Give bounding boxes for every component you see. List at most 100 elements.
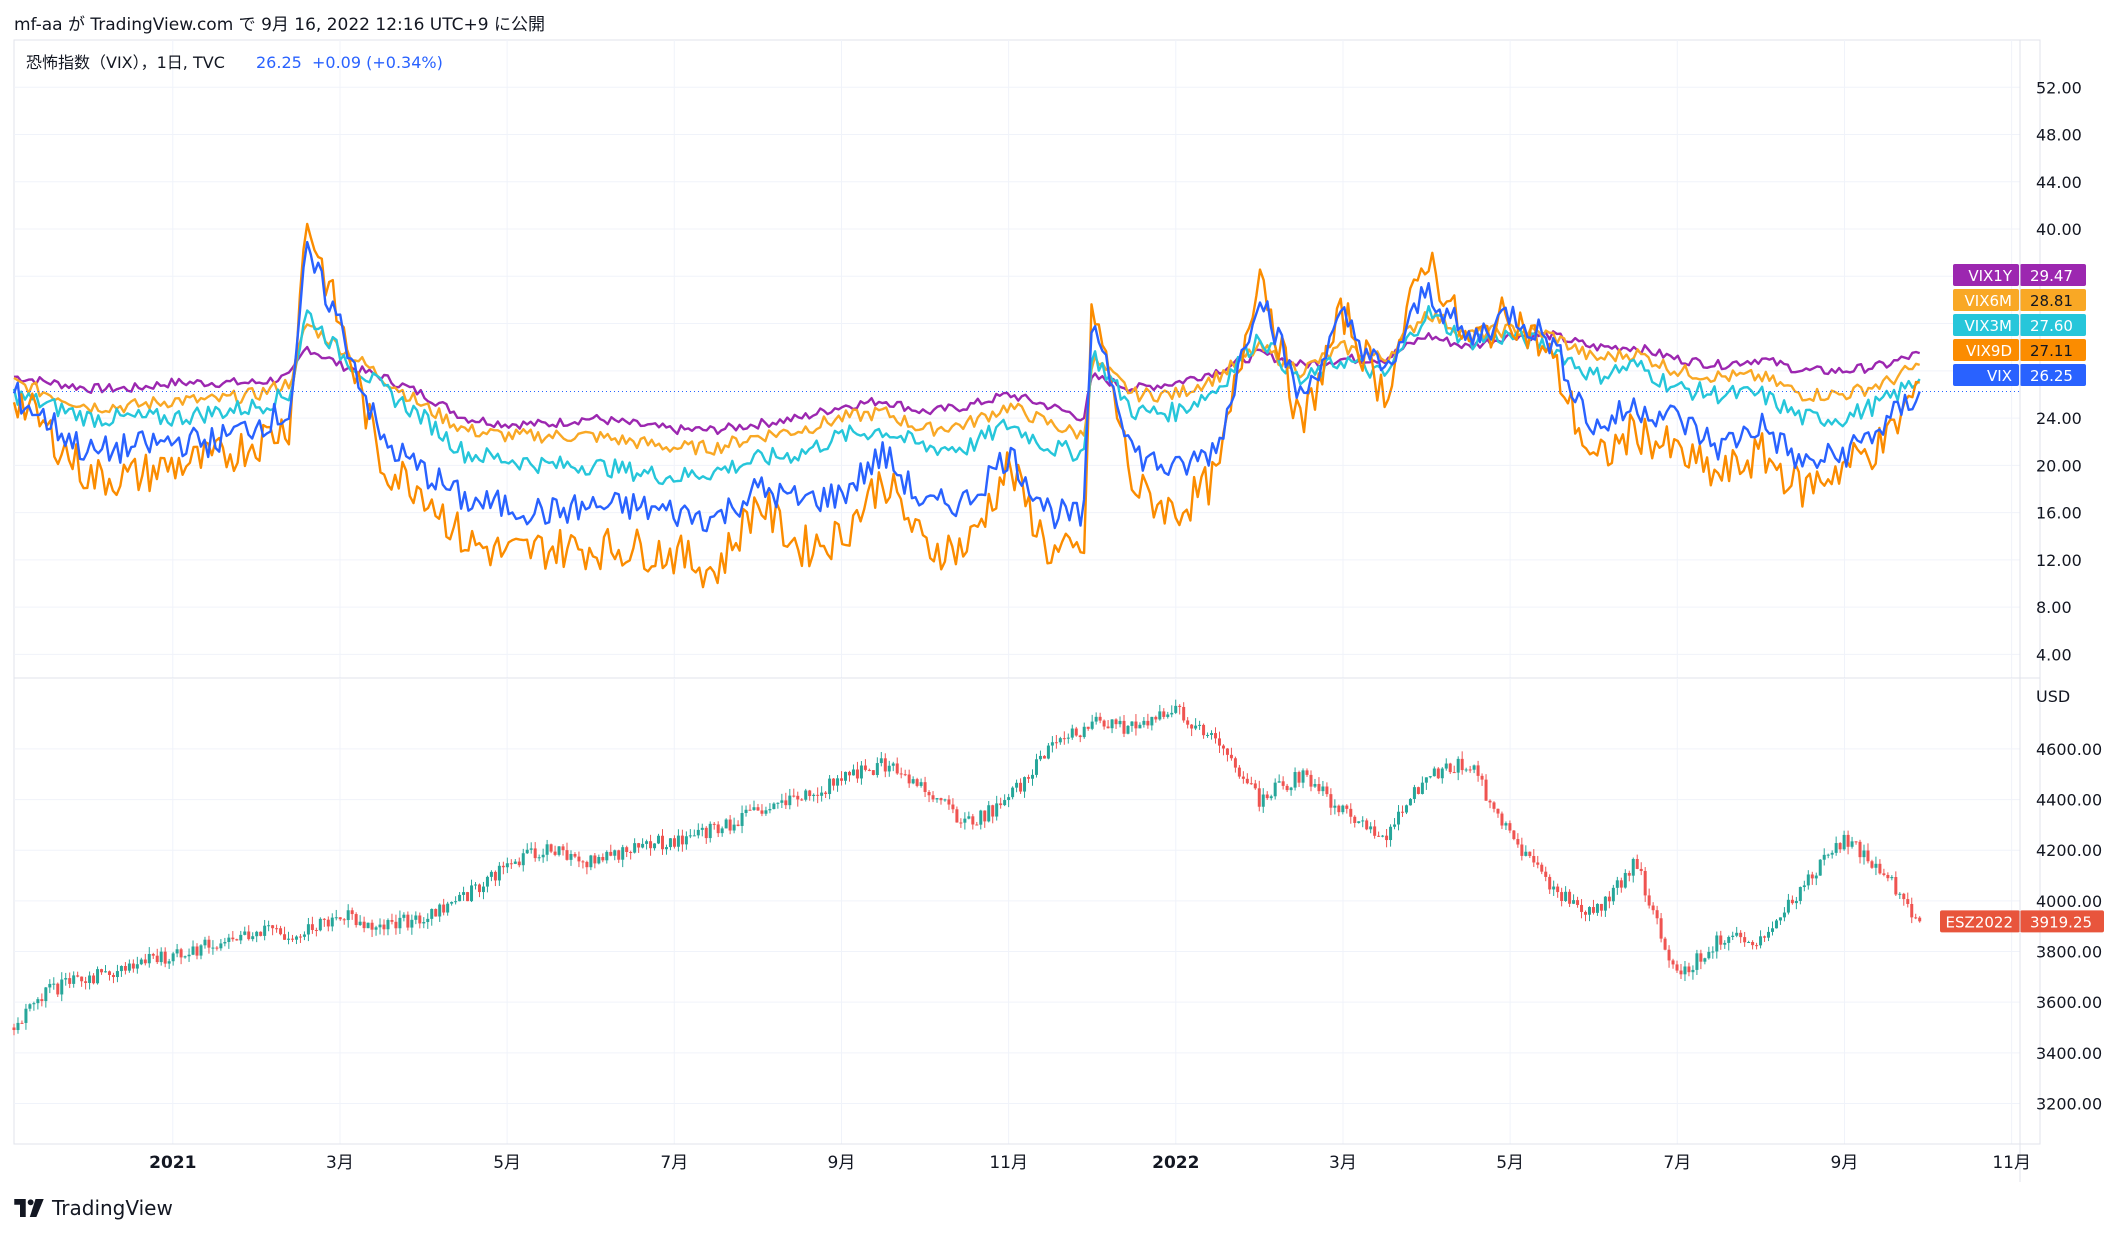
- candle-body: [672, 838, 676, 847]
- candle-body: [1786, 899, 1790, 913]
- candle-body: [1261, 794, 1265, 807]
- candle-body: [692, 835, 696, 837]
- candle-body: [223, 941, 227, 944]
- candle-body: [80, 976, 84, 982]
- candle-body: [1607, 896, 1611, 902]
- candle-body: [1011, 787, 1015, 798]
- candle-body: [1782, 912, 1786, 918]
- candle-body: [1480, 775, 1484, 780]
- candle-body: [497, 865, 501, 881]
- candle-body: [151, 953, 155, 956]
- candle-body: [466, 892, 470, 902]
- candle-body: [597, 856, 601, 864]
- candle-body: [231, 937, 235, 940]
- candle-body: [203, 939, 207, 946]
- candle-body: [1046, 745, 1050, 759]
- candle-body: [271, 925, 275, 929]
- candle-body: [64, 978, 68, 980]
- candle-body: [422, 922, 426, 924]
- candle-body: [1468, 769, 1472, 771]
- candle-body: [967, 816, 971, 819]
- candle-body: [545, 844, 549, 855]
- time-tick-label: 7月: [1663, 1153, 1691, 1173]
- candle-body: [131, 963, 135, 969]
- candle-body: [752, 807, 756, 810]
- candle-body: [358, 921, 362, 926]
- candle-body: [72, 975, 76, 984]
- candle-body: [119, 965, 123, 972]
- badge-value: 27.11: [2030, 342, 2073, 360]
- series-line-vix1y: [13, 330, 1921, 436]
- candle-body: [1245, 778, 1249, 784]
- candle-body: [1162, 711, 1166, 717]
- candle-body: [481, 886, 485, 893]
- candle-body: [1118, 720, 1122, 725]
- candle-body: [426, 918, 430, 923]
- es-tick-label: 3200.00: [2036, 1094, 2102, 1113]
- candle-body: [24, 1008, 28, 1023]
- time-axis: 2021 3月 5月 7月 9月 11月 2022 3月 5月 7月 9月 11月: [149, 1153, 2031, 1173]
- badge-value-bg: [2020, 264, 2086, 286]
- candle-body: [1854, 841, 1858, 843]
- candle-body: [346, 910, 350, 921]
- candle-body: [847, 771, 851, 776]
- es-tick-label: 4200.00: [2036, 841, 2102, 860]
- es-tick-label: 4600.00: [2036, 740, 2102, 759]
- candle-body: [1790, 899, 1794, 904]
- candle-body: [342, 919, 346, 921]
- candle-body: [1373, 826, 1377, 836]
- candle-body: [1731, 935, 1735, 937]
- candle-body: [207, 939, 211, 948]
- candle-body: [728, 819, 732, 831]
- candle-body: [1798, 887, 1802, 901]
- candle-body: [1735, 932, 1739, 936]
- candle-body: [127, 963, 131, 971]
- candle-body: [1305, 770, 1309, 775]
- candle-body: [772, 803, 776, 810]
- candle-body: [696, 829, 700, 836]
- candle-body: [796, 795, 800, 800]
- candle-body: [943, 799, 947, 801]
- candle-body: [167, 961, 171, 964]
- candle-body: [971, 816, 975, 825]
- candle-body: [999, 803, 1003, 806]
- time-tick-label: 7月: [660, 1153, 688, 1173]
- candle-body: [1094, 716, 1098, 722]
- candle-body: [1910, 903, 1914, 918]
- candle-body: [107, 971, 111, 975]
- candle-body: [1400, 811, 1404, 813]
- candle-body: [287, 938, 291, 940]
- candle-body: [294, 936, 298, 940]
- candle-body: [915, 779, 919, 786]
- candle-body: [1564, 891, 1568, 901]
- candle-body: [159, 951, 163, 963]
- candle-body: [1802, 885, 1806, 888]
- candle-body: [1615, 880, 1619, 888]
- candle-body: [1408, 798, 1412, 806]
- candle-body: [1639, 868, 1643, 871]
- candle-body: [442, 904, 446, 913]
- candle-body: [374, 927, 378, 930]
- series-line-vix3m: [12, 305, 1921, 486]
- candle-body: [1874, 863, 1878, 868]
- time-tick-label: 9月: [1831, 1153, 1859, 1173]
- candle-body: [1556, 886, 1560, 893]
- futures-panel-frame: [13, 677, 2041, 1145]
- candle-body: [565, 850, 569, 860]
- candle-body: [1627, 872, 1631, 876]
- candle-body: [1349, 808, 1353, 817]
- candle-body: [1683, 966, 1687, 975]
- candle-body: [251, 936, 255, 940]
- candle-body: [1635, 859, 1639, 869]
- candle-body: [553, 851, 557, 855]
- time-tick-label: 9月: [828, 1153, 856, 1173]
- candle-body: [330, 917, 334, 927]
- candle-body: [995, 803, 999, 817]
- candle-body: [474, 884, 478, 886]
- candle-body: [283, 934, 287, 940]
- candle-body: [1580, 904, 1584, 912]
- candle-body: [804, 790, 808, 800]
- candle-body: [613, 850, 617, 856]
- candle-body: [1707, 951, 1711, 959]
